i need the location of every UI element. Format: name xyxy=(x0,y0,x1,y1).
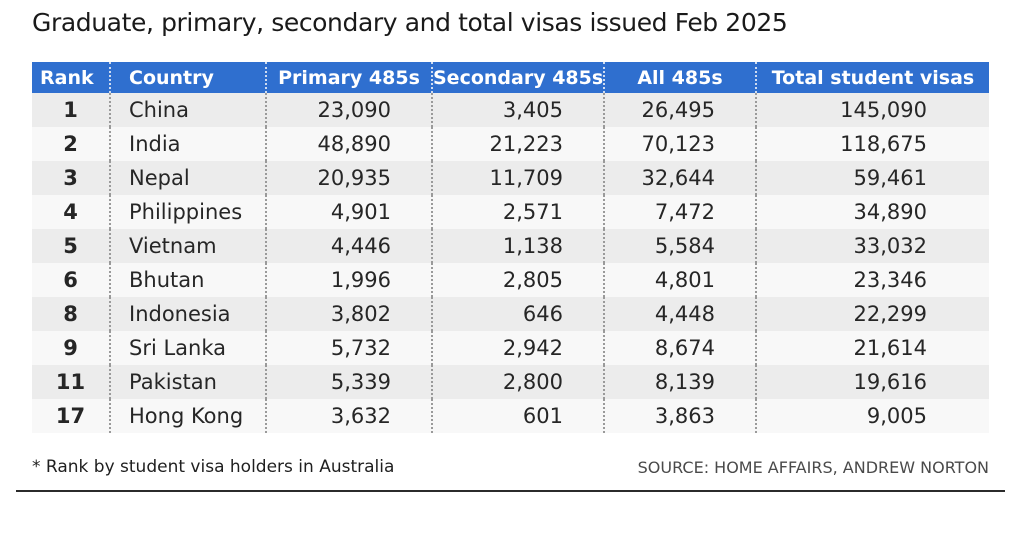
visa-table: Rank Country Primary 485s Secondary 485s… xyxy=(32,62,989,433)
all-485s-cell: 8,139 xyxy=(604,365,757,399)
all-485s-cell: 4,801 xyxy=(604,263,757,297)
country-cell: China xyxy=(110,93,267,127)
footnote: * Rank by student visa holders in Austra… xyxy=(32,457,395,477)
country-cell: Indonesia xyxy=(110,297,267,331)
primary-485s-cell: 3,632 xyxy=(266,399,433,433)
column-header-primary-485s: Primary 485s xyxy=(266,62,433,93)
table-row: 11 Pakistan 5,339 2,800 8,139 19,616 xyxy=(32,365,989,399)
total-student-visas-cell: 23,346 xyxy=(853,268,927,292)
all-485s-cell: 5,584 xyxy=(604,229,757,263)
table-row: 17 Hong Kong 3,632 601 3,863 9,005 xyxy=(32,399,989,433)
column-header-total-student-visas: Total student visas xyxy=(771,66,975,89)
total-student-visas-cell: 19,616 xyxy=(853,370,927,394)
country-cell: Bhutan xyxy=(110,263,267,297)
country-cell: Hong Kong xyxy=(110,399,267,433)
primary-485s-cell: 20,935 xyxy=(266,161,433,195)
country-cell: Pakistan xyxy=(110,365,267,399)
secondary-485s-cell: 2,800 xyxy=(432,365,605,399)
total-student-visas-cell: 59,461 xyxy=(853,166,927,190)
table-body: 1 China 23,090 3,405 26,495 145,090 2 India 48,8… xyxy=(32,93,989,433)
rank-cell: 17 xyxy=(32,399,111,433)
total-student-visas-cell: 145,090 xyxy=(840,98,927,122)
all-485s-cell: 26,495 xyxy=(604,93,757,127)
all-485s-cell: 3,863 xyxy=(604,399,757,433)
primary-485s-cell: 4,901 xyxy=(266,195,433,229)
total-student-visas-cell: 118,675 xyxy=(840,132,927,156)
total-student-visas-cell: 22,299 xyxy=(853,302,927,326)
rank-cell: 11 xyxy=(32,365,111,399)
secondary-485s-cell: 21,223 xyxy=(432,127,605,161)
total-student-visas-cell: 34,890 xyxy=(853,200,927,224)
table-row: 3 Nepal 20,935 11,709 32,644 59,461 xyxy=(32,161,989,195)
rank-cell: 2 xyxy=(32,127,111,161)
rank-cell: 1 xyxy=(32,93,111,127)
primary-485s-cell: 5,732 xyxy=(266,331,433,365)
country-cell: Nepal xyxy=(110,161,267,195)
all-485s-cell: 8,674 xyxy=(604,331,757,365)
table-row: 1 China 23,090 3,405 26,495 145,090 xyxy=(32,93,989,127)
secondary-485s-cell: 646 xyxy=(432,297,605,331)
secondary-485s-cell: 1,138 xyxy=(432,229,605,263)
secondary-485s-cell: 3,405 xyxy=(432,93,605,127)
table-row: 5 Vietnam 4,446 1,138 5,584 33,032 xyxy=(32,229,989,263)
primary-485s-cell: 23,090 xyxy=(266,93,433,127)
source-credit: SOURCE: HOME AFFAIRS, ANDREW NORTON xyxy=(637,458,989,477)
table-row: 2 India 48,890 21,223 70,123 118,675 xyxy=(32,127,989,161)
column-header-secondary-485s: Secondary 485s xyxy=(432,62,605,93)
rank-cell: 3 xyxy=(32,161,111,195)
table-row: 9 Sri Lanka 5,732 2,942 8,674 21,614 xyxy=(32,331,989,365)
secondary-485s-cell: 2,942 xyxy=(432,331,605,365)
table-row: 8 Indonesia 3,802 646 4,448 22,299 xyxy=(32,297,989,331)
rank-cell: 8 xyxy=(32,297,111,331)
rank-cell: 5 xyxy=(32,229,111,263)
table-header-row: Rank Country Primary 485s Secondary 485s… xyxy=(32,62,989,93)
total-student-visas-cell: 33,032 xyxy=(853,234,927,258)
secondary-485s-cell: 11,709 xyxy=(432,161,605,195)
secondary-485s-cell: 601 xyxy=(432,399,605,433)
rank-cell: 6 xyxy=(32,263,111,297)
primary-485s-cell: 3,802 xyxy=(266,297,433,331)
table-row: 4 Philippines 4,901 2,571 7,472 34,890 xyxy=(32,195,989,229)
column-header-country: Country xyxy=(110,62,267,93)
column-header-all-485s: All 485s xyxy=(604,62,757,93)
primary-485s-cell: 5,339 xyxy=(266,365,433,399)
column-header-rank: Rank xyxy=(32,62,111,93)
all-485s-cell: 32,644 xyxy=(604,161,757,195)
all-485s-cell: 4,448 xyxy=(604,297,757,331)
rank-cell: 4 xyxy=(32,195,111,229)
primary-485s-cell: 1,996 xyxy=(266,263,433,297)
country-cell: India xyxy=(110,127,267,161)
primary-485s-cell: 48,890 xyxy=(266,127,433,161)
table-row: 6 Bhutan 1,996 2,805 4,801 23,346 xyxy=(32,263,989,297)
country-cell: Vietnam xyxy=(110,229,267,263)
primary-485s-cell: 4,446 xyxy=(266,229,433,263)
bottom-divider xyxy=(16,490,1005,492)
total-student-visas-cell: 9,005 xyxy=(866,404,927,428)
chart-title: Graduate, primary, secondary and total v… xyxy=(32,8,788,37)
rank-cell: 9 xyxy=(32,331,111,365)
secondary-485s-cell: 2,805 xyxy=(432,263,605,297)
all-485s-cell: 7,472 xyxy=(604,195,757,229)
secondary-485s-cell: 2,571 xyxy=(432,195,605,229)
total-student-visas-cell: 21,614 xyxy=(853,336,927,360)
all-485s-cell: 70,123 xyxy=(604,127,757,161)
country-cell: Philippines xyxy=(110,195,267,229)
country-cell: Sri Lanka xyxy=(110,331,267,365)
